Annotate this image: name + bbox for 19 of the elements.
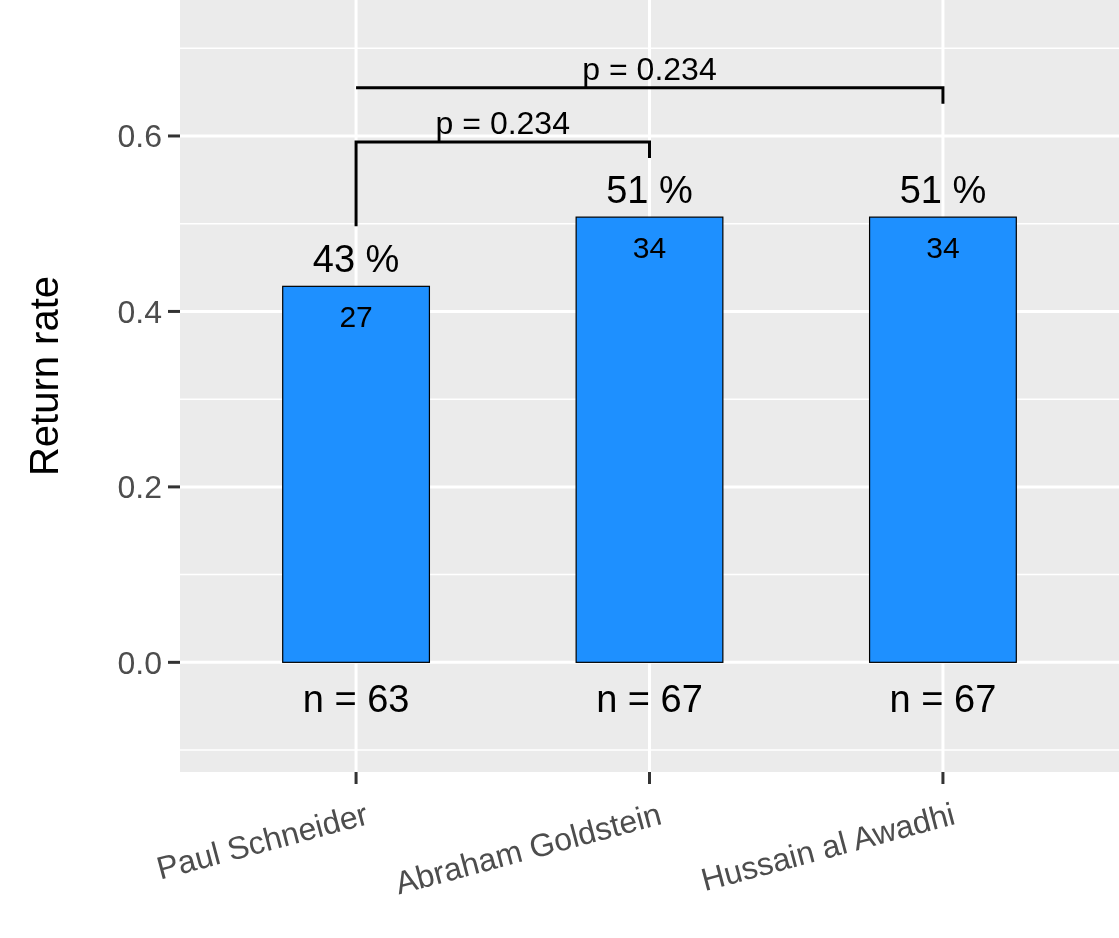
annotation: p = 0.234 (582, 50, 717, 87)
y-axis-title: Return rate (22, 275, 66, 477)
y-tick-label: 0.6 (117, 118, 162, 155)
annotation: 34 (632, 230, 667, 264)
y-tick-label: 0.2 (117, 469, 162, 506)
y-tick-label: 0.0 (117, 644, 162, 681)
data-label: 43 % (312, 238, 400, 281)
annotation: n = 67 (596, 677, 703, 720)
annotation: p = 0.234 (435, 105, 570, 142)
annotation: 34 (926, 230, 960, 264)
x-tick-label: Paul Schneider (152, 795, 372, 887)
annotation: n = 67 (889, 677, 997, 720)
annotation: n = 63 (302, 677, 410, 720)
y-tick-label: 0.4 (117, 293, 162, 330)
data-label: 51 % (606, 169, 693, 212)
x-tick-label: Hussain al Awadhi (697, 795, 959, 898)
x-tick-label: Abraham Goldstein (391, 795, 666, 902)
data-label: 51 % (899, 169, 987, 212)
annotation: 27 (339, 299, 373, 333)
